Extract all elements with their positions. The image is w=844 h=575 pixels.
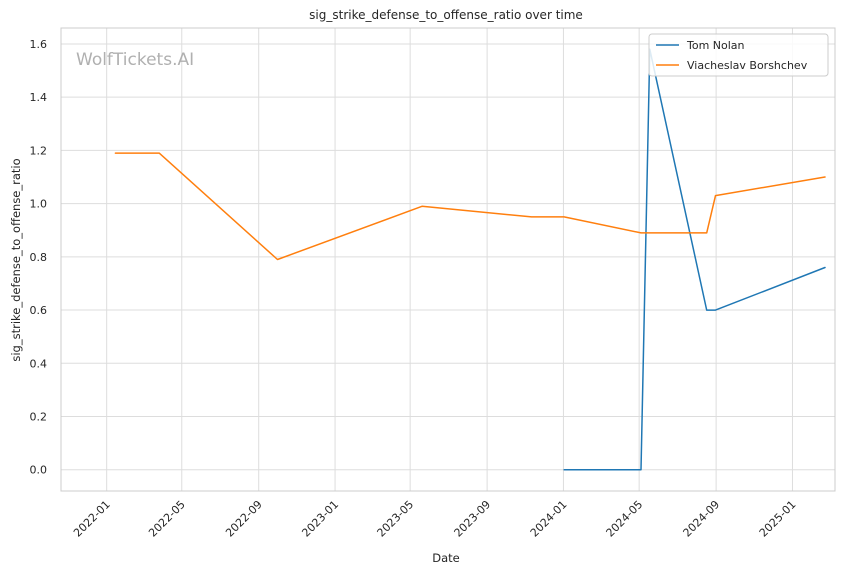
y-tick-label: 1.6 xyxy=(30,38,48,51)
y-axis-label: sig_strike_defense_to_offense_ratio xyxy=(9,158,23,361)
chart-title: sig_strike_defense_to_offense_ratio over… xyxy=(309,8,583,22)
y-tick-label: 0.6 xyxy=(30,304,48,317)
legend-label: Viacheslav Borshchev xyxy=(687,59,808,72)
legend-label: Tom Nolan xyxy=(686,39,745,52)
y-tick-label: 0.0 xyxy=(30,464,48,477)
watermark: WolfTickets.AI xyxy=(76,50,194,70)
series-line-0 xyxy=(563,48,826,471)
legend-box xyxy=(648,33,829,77)
grid xyxy=(61,28,835,491)
legend: Tom Nolan Viacheslav Borshchev xyxy=(648,33,829,77)
y-tick-label: 0.8 xyxy=(30,251,48,264)
x-axis-label: Date xyxy=(432,551,460,565)
y-axis: 0.0 0.2 0.4 0.6 0.8 1.0 1.2 1.4 1.6 xyxy=(30,38,48,477)
y-tick-label: 0.4 xyxy=(30,357,48,370)
plot-frame xyxy=(60,27,836,492)
series-layer xyxy=(114,48,826,471)
y-tick-label: 1.2 xyxy=(30,144,48,157)
series-line-1 xyxy=(114,152,826,261)
y-tick-label: 1.4 xyxy=(30,91,48,104)
y-tick-label: 0.2 xyxy=(30,410,48,423)
y-tick-label: 1.0 xyxy=(30,198,48,211)
